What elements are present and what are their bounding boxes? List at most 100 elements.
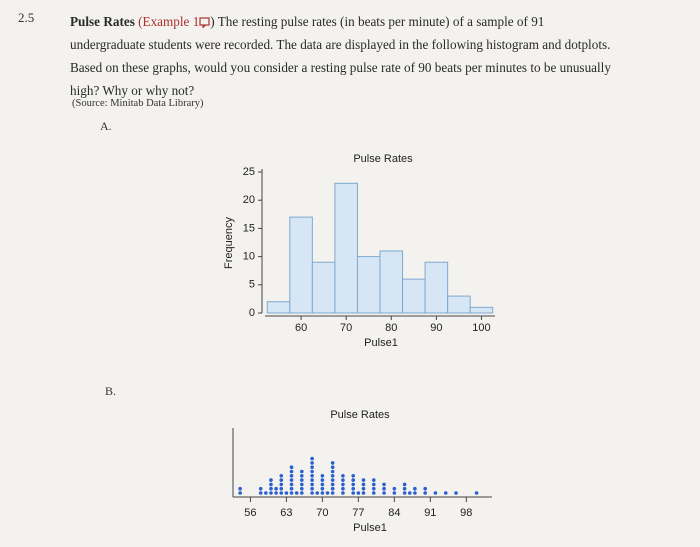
- dot-stack: [238, 486, 242, 495]
- dot-stack: [433, 491, 438, 495]
- dot: [289, 474, 294, 478]
- dot-stack: [423, 486, 427, 495]
- dot: [423, 486, 427, 491]
- problem-text: Pulse Rates (Example 1) The resting puls…: [70, 10, 615, 102]
- bar: [402, 278, 426, 314]
- bar: [379, 250, 404, 314]
- dot-stack: [341, 474, 345, 495]
- x-axis-label: Pulse1: [353, 522, 387, 534]
- y-tick-label: 15: [243, 222, 255, 234]
- x-tick-label: 84: [388, 507, 400, 519]
- x-tick-label: 90: [430, 322, 442, 334]
- dot-stack: [443, 491, 448, 495]
- dot: [294, 491, 299, 495]
- y-tick-label: 20: [243, 194, 255, 206]
- dot: [258, 486, 263, 491]
- dot: [474, 491, 479, 495]
- bar: [424, 261, 449, 314]
- dot: [300, 474, 304, 478]
- dot: [269, 478, 273, 482]
- dot: [279, 491, 284, 495]
- dot: [279, 474, 284, 478]
- dot: [279, 478, 284, 482]
- dot: [300, 482, 304, 487]
- bar: [311, 261, 336, 314]
- bar: [266, 301, 291, 314]
- bar: [447, 295, 471, 314]
- y-axis-label: Frequency: [223, 217, 235, 269]
- dot: [341, 486, 345, 491]
- x-tick-label: 56: [244, 507, 256, 519]
- dot: [310, 465, 314, 470]
- dot-stack: [402, 482, 407, 495]
- dot: [356, 491, 361, 495]
- reference: (Example 1: [138, 14, 200, 29]
- dot: [289, 486, 294, 491]
- dot: [310, 478, 314, 482]
- dot: [341, 491, 345, 495]
- dot: [351, 478, 356, 482]
- dot: [289, 482, 294, 487]
- dot: [320, 482, 325, 487]
- text: ) The resting pulse rates (in beats per …: [70, 14, 611, 98]
- bar: [334, 182, 358, 314]
- dot: [392, 486, 397, 491]
- dot: [274, 486, 278, 491]
- dot: [330, 465, 335, 470]
- dot: [413, 491, 417, 495]
- dot-stack: [356, 491, 361, 495]
- dot: [325, 491, 330, 495]
- x-tick-label: 63: [280, 507, 292, 519]
- x-tick-label: 100: [472, 322, 490, 334]
- dot: [289, 491, 294, 495]
- y-tick-label: 25: [243, 166, 255, 178]
- dot-stack: [407, 491, 412, 495]
- x-tick-label: 70: [316, 507, 328, 519]
- dot: [238, 491, 242, 495]
- dot-stack: [258, 486, 263, 495]
- dot: [433, 491, 438, 495]
- dot: [330, 478, 335, 482]
- dot: [341, 474, 345, 478]
- dot: [264, 491, 268, 495]
- dot: [330, 482, 335, 487]
- x-axis-label: Pulse1: [364, 337, 398, 349]
- dot: [279, 482, 284, 487]
- dot: [407, 491, 412, 495]
- dot: [402, 482, 407, 487]
- dot: [371, 478, 376, 482]
- chart-title: Pulse Rates: [353, 153, 413, 165]
- dot: [320, 478, 325, 482]
- dot: [310, 461, 314, 465]
- dot: [330, 461, 335, 465]
- dot: [351, 474, 356, 478]
- dot: [341, 478, 345, 482]
- dot-stack: [371, 478, 376, 495]
- y-tick-label: 0: [249, 307, 255, 319]
- dot-stack: [284, 491, 289, 495]
- dot: [382, 482, 386, 487]
- dot-stack: [361, 478, 366, 495]
- x-tick-label: 77: [352, 507, 364, 519]
- link-icon[interactable]: [199, 17, 210, 29]
- dot: [310, 486, 314, 491]
- dot: [320, 486, 325, 491]
- dot: [413, 486, 417, 491]
- dot-stack: [264, 491, 268, 495]
- x-tick-label: 91: [424, 507, 436, 519]
- dot-stack: [320, 474, 325, 495]
- dot: [423, 491, 427, 495]
- y-tick-label: 5: [249, 279, 255, 291]
- dot-stack: [351, 474, 356, 495]
- y-tick-label: 10: [243, 251, 255, 263]
- dot: [443, 491, 448, 495]
- chart-title: Pulse Rates: [330, 409, 390, 421]
- x-tick-label: 98: [460, 507, 472, 519]
- dot: [300, 478, 304, 482]
- dot: [371, 482, 376, 487]
- dot: [330, 486, 335, 491]
- label-b: B.: [105, 384, 117, 398]
- bar: [469, 306, 494, 314]
